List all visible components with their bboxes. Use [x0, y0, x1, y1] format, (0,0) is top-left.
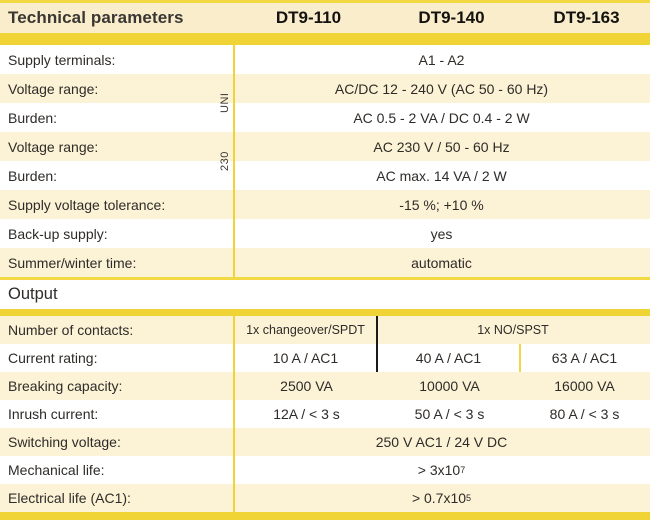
- column-header-dt9-110: DT9-110: [275, 8, 342, 27]
- header-divider-bar: [0, 33, 650, 45]
- output-section-header: Output: [0, 280, 650, 309]
- breaking-dt9-163-cell: 16000 VA: [554, 378, 615, 394]
- contacts-spdt-cell: 1x changeover/SPDT: [235, 316, 378, 344]
- table-row-current-rating: Current rating: 10 A / AC1 40 A / AC1 63…: [0, 344, 650, 372]
- table-row-number-of-contacts: Number of contacts: 1x changeover/SPDT 1…: [0, 316, 650, 344]
- current-dt9-163-cell: 63 A / AC1: [551, 350, 618, 366]
- output-divider-bar: [0, 309, 650, 316]
- table-row-voltage-range-230: Voltage range: AC 230 V / 50 - 60 Hz: [0, 132, 650, 161]
- table-row-breaking-capacity: Breaking capacity: 2500 VA 10000 VA 1600…: [0, 372, 650, 400]
- table-row-backup-supply: Back-up supply: yes: [0, 219, 650, 248]
- breaking-dt9-140-cell: 10000 VA: [419, 378, 480, 394]
- row-value: 250 V AC1 / 24 V DC: [375, 434, 508, 450]
- row-value: yes: [430, 225, 453, 242]
- supply-rows-group: Supply terminals: A1 - A2 Voltage range:…: [0, 45, 650, 277]
- current-dt9-110-cell: 10 A / AC1: [235, 344, 378, 372]
- inrush-dt9-140-cell: 50 A / < 3 s: [414, 406, 485, 422]
- output-top-line: [0, 277, 650, 280]
- page-title: Technical parameters: [8, 8, 184, 27]
- row-value: > 3x10 7: [417, 462, 466, 478]
- row-label: Summer/winter time:: [0, 248, 235, 277]
- bottom-border-bar: [0, 512, 650, 520]
- row-label: Back-up supply:: [0, 219, 235, 248]
- output-section-title: Output: [8, 285, 58, 303]
- row-value: AC max. 14 VA / 2 W: [376, 167, 507, 184]
- row-label: Mechanical life:: [0, 456, 235, 484]
- row-value: AC/DC 12 - 240 V (AC 50 - 60 Hz): [334, 80, 549, 97]
- column-header-dt9-140: DT9-140: [418, 8, 485, 27]
- table-row-mechanical-life: Mechanical life: > 3x10 7: [0, 456, 650, 484]
- row-label: Breaking capacity:: [0, 372, 235, 400]
- table-row-supply-voltage-tolerance: Supply voltage tolerance: -15 %; +10 %: [0, 190, 650, 219]
- row-value: AC 0.5 - 2 VA / DC 0.4 - 2 W: [353, 109, 530, 126]
- row-label: Supply terminals:: [0, 45, 235, 74]
- row-label: Current rating:: [0, 344, 235, 372]
- table-header: Technical parameters DT9-110 DT9-140 DT9…: [0, 3, 650, 33]
- table-row-switching-voltage: Switching voltage: 250 V AC1 / 24 V DC: [0, 428, 650, 456]
- group-label-230: 230: [219, 151, 231, 171]
- row-label: Burden:: [0, 161, 235, 190]
- table-row-electrical-life: Electrical life (AC1): > 0.7x10 5: [0, 484, 650, 512]
- table-row-inrush-current: Inrush current: 12A / < 3 s 50 A / < 3 s…: [0, 400, 650, 428]
- contacts-spst-cell: 1x NO/SPST: [477, 323, 549, 337]
- row-value: automatic: [411, 254, 472, 271]
- row-value: AC 230 V / 50 - 60 Hz: [373, 138, 510, 155]
- row-value: > 0.7x10 5: [411, 490, 472, 506]
- row-label: Voltage range:: [0, 132, 235, 161]
- output-rows-group: Number of contacts: 1x changeover/SPDT 1…: [0, 316, 650, 512]
- breaking-dt9-110-cell: 2500 VA: [280, 378, 333, 394]
- row-value: A1 - A2: [418, 51, 465, 68]
- table-row-supply-terminals: Supply terminals: A1 - A2: [0, 45, 650, 74]
- row-label: Electrical life (AC1):: [0, 484, 235, 512]
- row-label: Voltage range:: [0, 74, 235, 103]
- table-row-summer-winter-time: Summer/winter time: automatic: [0, 248, 650, 277]
- row-label: Burden:: [0, 103, 235, 132]
- column-header-dt9-163: DT9-163: [553, 8, 620, 27]
- mechanical-life-base: > 3x10: [417, 462, 461, 478]
- top-border-line: [0, 0, 650, 3]
- row-label: Number of contacts:: [0, 316, 235, 344]
- row-label: Switching voltage:: [0, 428, 235, 456]
- row-label: Inrush current:: [0, 400, 235, 428]
- row-label: Supply voltage tolerance:: [0, 190, 235, 219]
- current-dt9-140-cell: 40 A / AC1: [378, 344, 521, 372]
- group-label-uni: UNI: [219, 92, 231, 114]
- electrical-life-base: > 0.7x10: [411, 490, 467, 506]
- row-value: -15 %; +10 %: [399, 196, 484, 213]
- table-row-burden-uni: Burden: AC 0.5 - 2 VA / DC 0.4 - 2 W: [0, 103, 650, 132]
- table-row-voltage-range-uni: Voltage range: AC/DC 12 - 240 V (AC 50 -…: [0, 74, 650, 103]
- table-row-burden-230: Burden: AC max. 14 VA / 2 W: [0, 161, 650, 190]
- inrush-dt9-110-cell: 12A / < 3 s: [273, 406, 340, 422]
- inrush-dt9-163-cell: 80 A / < 3 s: [549, 406, 620, 422]
